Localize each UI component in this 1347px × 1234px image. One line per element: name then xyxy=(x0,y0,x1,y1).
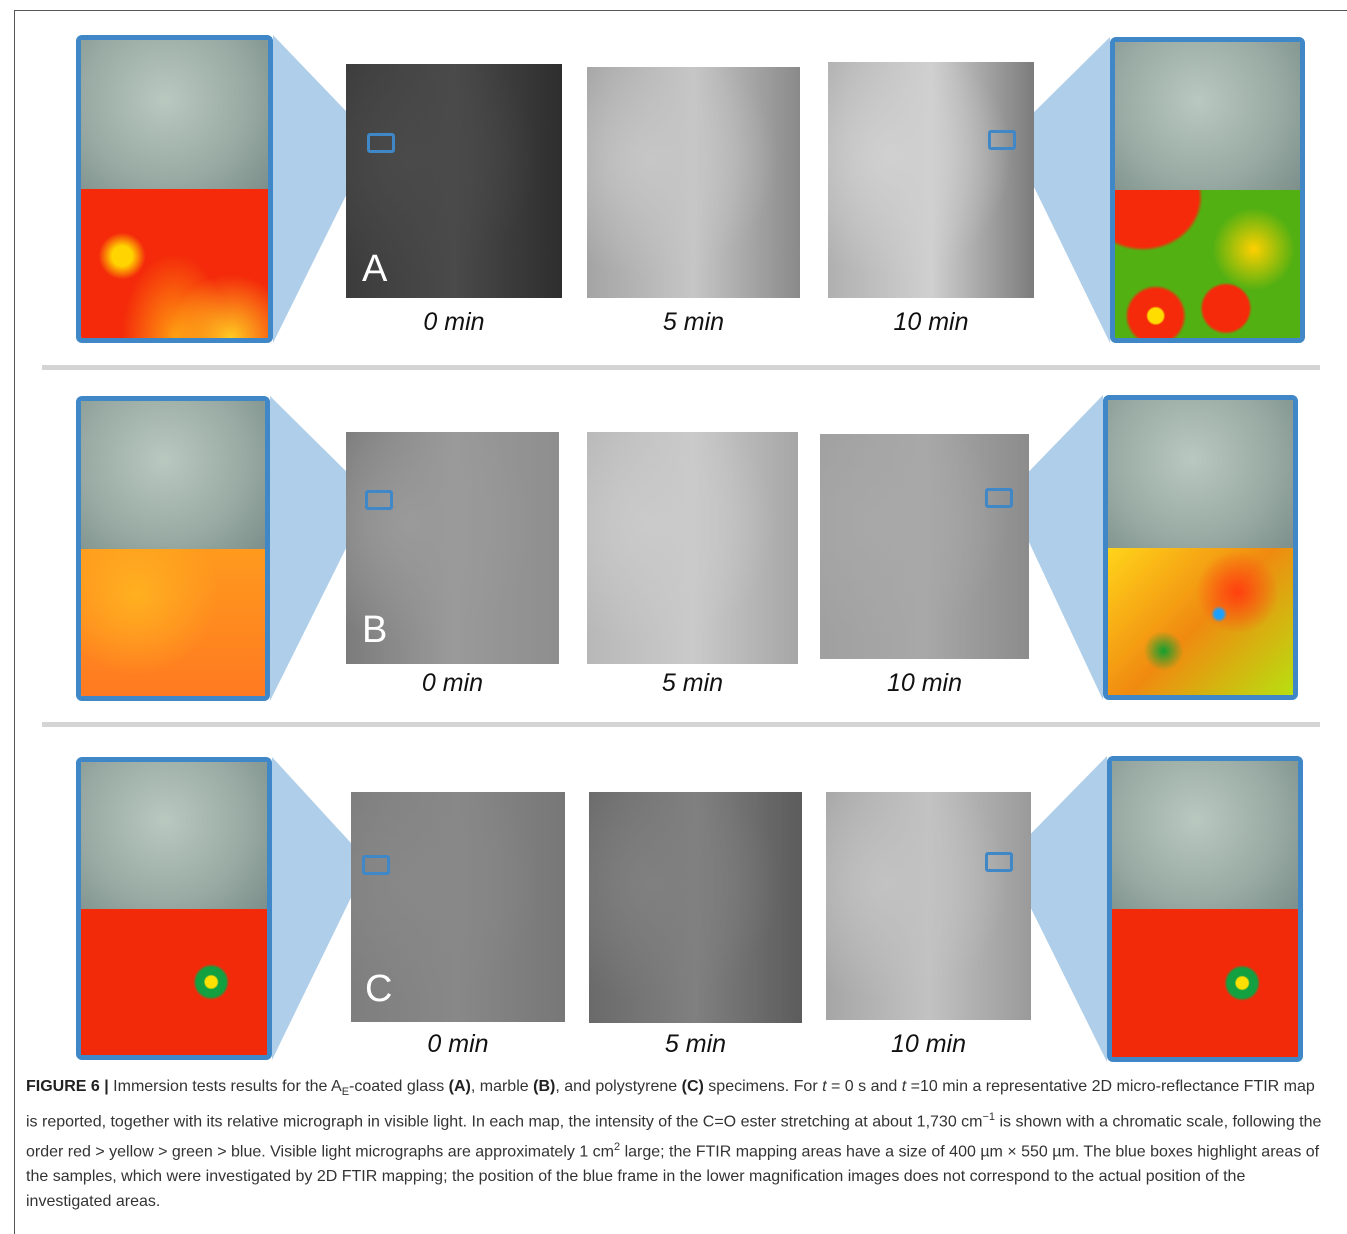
time-label: 10 min xyxy=(825,669,1025,698)
sample-photo xyxy=(826,792,1031,1020)
caption-text: specimens. For xyxy=(704,1078,822,1095)
caption-bold: (C) xyxy=(682,1078,704,1095)
caption-sup: −1 xyxy=(982,1111,995,1123)
time-label: 0 min xyxy=(358,1030,558,1059)
ftir-map xyxy=(81,189,268,338)
micrograph xyxy=(81,40,268,189)
inset-panel xyxy=(1110,37,1305,343)
ftir-map xyxy=(81,909,267,1056)
caption-bold: (B) xyxy=(533,1078,555,1095)
inset-panel xyxy=(76,757,272,1060)
caption-text: -coated glass xyxy=(349,1078,449,1095)
sample-photo xyxy=(828,62,1034,298)
time-label: 5 min xyxy=(593,669,793,698)
inset-panel xyxy=(1107,756,1303,1062)
inset-panel xyxy=(1103,395,1298,700)
micrograph xyxy=(1112,761,1298,909)
micrograph xyxy=(1115,42,1300,190)
highlight-box xyxy=(367,133,395,153)
time-label: 5 min xyxy=(594,308,794,337)
micrograph xyxy=(81,762,267,909)
time-label: 10 min xyxy=(829,1030,1029,1059)
panel-letter: C xyxy=(365,968,392,1011)
micrograph xyxy=(81,401,265,549)
caption-bold: (A) xyxy=(449,1078,471,1095)
ftir-map xyxy=(1115,190,1300,338)
caption-text: = 0 s and xyxy=(827,1078,902,1095)
highlight-box xyxy=(362,855,390,875)
zoom-cone xyxy=(272,757,362,1060)
inset-panel xyxy=(76,396,270,701)
caption-sub: E xyxy=(342,1086,349,1098)
micrograph xyxy=(1108,400,1293,548)
ftir-map xyxy=(1112,909,1298,1057)
highlight-box xyxy=(365,490,393,510)
caption-text: , and polystyrene xyxy=(555,1078,681,1095)
caption-text: Immersion tests results for the A xyxy=(109,1078,342,1095)
ftir-map xyxy=(1108,548,1293,696)
sample-photo xyxy=(589,792,802,1023)
time-label: 5 min xyxy=(596,1030,796,1059)
sample-photo xyxy=(820,434,1029,659)
time-label: 0 min xyxy=(353,669,553,698)
caption: FIGURE 6 | Immersion tests results for t… xyxy=(26,1074,1326,1214)
panel-letter: A xyxy=(362,248,387,291)
sample-photo xyxy=(587,67,800,298)
highlight-box xyxy=(985,488,1013,508)
time-label: 0 min xyxy=(354,308,554,337)
caption-text: , marble xyxy=(471,1078,533,1095)
panel-letter: B xyxy=(362,609,387,652)
highlight-box xyxy=(988,130,1016,150)
sample-photo xyxy=(587,432,798,664)
figure-label: FIGURE 6 | xyxy=(26,1078,109,1095)
time-label: 10 min xyxy=(831,308,1031,337)
highlight-box xyxy=(985,852,1013,872)
inset-panel xyxy=(76,35,273,343)
page: FIGURE 6 | Immersion tests results for t… xyxy=(0,0,1347,1234)
ftir-map xyxy=(81,549,265,697)
